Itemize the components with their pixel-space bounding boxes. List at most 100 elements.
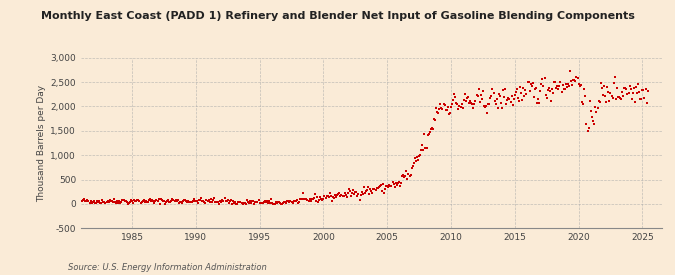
Point (371, 185, 382, 190)
Point (129, 198, 140, 202)
Point (527, 81, 538, 85)
Point (515, 84, 526, 89)
Point (287, 201, 298, 205)
Point (533, 97, 543, 101)
Point (349, 192, 360, 196)
Point (194, 198, 205, 203)
Point (251, 200, 262, 205)
Point (566, 79, 576, 83)
Point (207, 200, 217, 204)
Point (408, 161, 419, 165)
Point (439, 103, 450, 108)
Point (157, 199, 168, 204)
Point (265, 201, 275, 205)
Point (530, 87, 541, 91)
Point (92, 199, 103, 204)
Point (337, 194, 348, 198)
Point (85, 199, 96, 204)
Point (638, 87, 649, 92)
Point (322, 194, 333, 198)
Point (627, 91, 638, 95)
Point (232, 202, 243, 206)
Point (313, 199, 323, 204)
Point (394, 180, 404, 185)
Point (266, 197, 277, 201)
Point (254, 200, 265, 205)
Point (625, 87, 636, 91)
Point (255, 201, 266, 205)
Point (453, 107, 464, 111)
Point (144, 197, 155, 201)
Point (605, 91, 616, 95)
Point (194, 198, 205, 203)
Point (551, 86, 562, 90)
Point (133, 198, 144, 202)
Point (578, 86, 589, 91)
Point (637, 87, 648, 92)
Point (519, 94, 530, 98)
Point (497, 88, 508, 92)
Point (219, 196, 230, 200)
Point (503, 95, 514, 100)
Point (603, 90, 614, 95)
Point (182, 200, 193, 204)
Point (360, 191, 371, 195)
Point (464, 101, 475, 105)
Point (369, 187, 380, 191)
Point (536, 82, 547, 87)
Point (632, 81, 643, 86)
Point (585, 109, 596, 114)
Point (332, 193, 343, 198)
Point (564, 84, 574, 88)
Point (537, 77, 548, 81)
Point (392, 182, 402, 187)
Point (379, 191, 389, 195)
Point (473, 87, 484, 91)
Point (116, 200, 127, 205)
Point (388, 182, 399, 186)
Point (558, 82, 568, 87)
Point (573, 82, 584, 87)
Point (367, 191, 378, 195)
Point (505, 100, 516, 104)
Point (626, 97, 637, 102)
Point (562, 85, 572, 89)
Point (252, 200, 263, 204)
Point (242, 199, 253, 204)
Point (489, 99, 500, 103)
Point (407, 164, 418, 168)
Point (240, 200, 250, 205)
Point (420, 146, 431, 150)
Point (604, 98, 615, 103)
Point (567, 83, 578, 87)
Point (451, 101, 462, 105)
Point (103, 200, 114, 204)
Point (437, 107, 448, 111)
Point (342, 191, 353, 196)
Point (467, 102, 478, 106)
Point (111, 201, 122, 206)
Point (179, 198, 190, 203)
Point (124, 200, 135, 205)
Point (517, 98, 528, 102)
Point (580, 122, 591, 127)
Point (262, 199, 273, 204)
Point (173, 200, 184, 205)
Point (641, 101, 652, 105)
Point (167, 197, 178, 202)
Point (250, 199, 261, 204)
Point (137, 199, 148, 204)
Point (213, 200, 223, 205)
Point (292, 198, 302, 202)
Point (514, 98, 524, 103)
Point (412, 158, 423, 162)
Point (166, 199, 177, 204)
Point (135, 201, 146, 205)
Point (575, 83, 586, 88)
Point (438, 102, 449, 106)
Point (405, 172, 416, 177)
Point (122, 202, 133, 206)
Point (434, 106, 445, 111)
Point (440, 108, 451, 112)
Point (448, 98, 458, 102)
